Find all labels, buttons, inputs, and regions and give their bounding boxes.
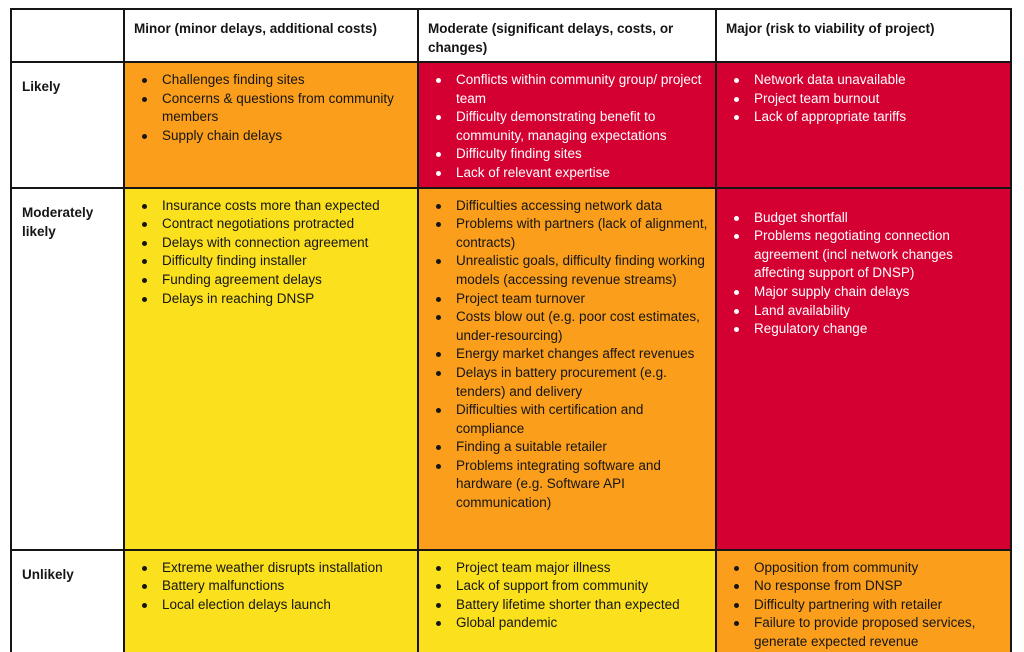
cell-unlikely-moderate: Project team major illness Lack of suppor… bbox=[417, 548, 717, 652]
risk-item: Delays in battery procurement (e.g. tend… bbox=[419, 364, 709, 401]
risk-list-moderately-likely-major: Budget shortfall Problems negotiating con… bbox=[717, 209, 1004, 339]
risk-item: Delays in reaching DNSP bbox=[125, 290, 411, 309]
cell-moderately-likely-major: Budget shortfall Problems negotiating con… bbox=[715, 186, 1012, 551]
risk-item: Finding a suitable retailer bbox=[419, 438, 709, 457]
risk-item: Difficulty finding sites bbox=[419, 145, 709, 164]
risk-list-likely-moderate: Conflicts within community group/ projec… bbox=[419, 71, 709, 183]
column-header-minor: Minor (minor delays, additional costs) bbox=[123, 8, 419, 63]
risk-item: Supply chain delays bbox=[125, 127, 411, 146]
row-moderately-likely: Moderately likely Insurance costs more t… bbox=[10, 186, 1012, 551]
row-header-likely: Likely bbox=[10, 61, 125, 189]
row-header-unlikely: Unlikely bbox=[10, 548, 125, 652]
risk-item: Global pandemic bbox=[419, 614, 709, 633]
risk-item: Regulatory change bbox=[717, 320, 1004, 339]
row-likely: Likely Challenges finding sites Concerns … bbox=[10, 61, 1012, 189]
cell-moderately-likely-minor: Insurance costs more than expected Contra… bbox=[123, 186, 419, 551]
risk-item: Problems integrating software and hardwa… bbox=[419, 457, 709, 513]
risk-matrix-container: Minor (minor delays, additional costs) M… bbox=[10, 8, 1012, 652]
risk-item: Project team turnover bbox=[419, 290, 709, 309]
corner-cell bbox=[10, 8, 125, 63]
risk-item: Lack of appropriate tariffs bbox=[717, 108, 1004, 127]
risk-item: Network data unavailable bbox=[717, 71, 1004, 90]
risk-item: Difficulty demonstrating benefit to comm… bbox=[419, 108, 709, 145]
risk-item: Major supply chain delays bbox=[717, 283, 1004, 302]
risk-item: Difficulties accessing network data bbox=[419, 197, 709, 216]
risk-item: Lack of relevant expertise bbox=[419, 164, 709, 183]
risk-item: Land availability bbox=[717, 302, 1004, 321]
risk-item: Project team major illness bbox=[419, 559, 709, 578]
risk-item: Difficulty partnering with retailer bbox=[717, 596, 1004, 615]
risk-item: Energy market changes affect revenues bbox=[419, 345, 709, 364]
risk-item: Failure to provide proposed services, ge… bbox=[717, 614, 1004, 651]
risk-list-likely-major: Network data unavailable Project team bur… bbox=[717, 71, 1004, 127]
cell-likely-major: Network data unavailable Project team bur… bbox=[715, 61, 1012, 189]
risk-item: Unrealistic goals, difficulty finding wo… bbox=[419, 252, 709, 289]
risk-list-likely-minor: Challenges finding sites Concerns & quest… bbox=[125, 71, 411, 145]
risk-item: Funding agreement delays bbox=[125, 271, 411, 290]
risk-item: Extreme weather disrupts installation bbox=[125, 559, 411, 578]
risk-item: Budget shortfall bbox=[717, 209, 1004, 228]
risk-list-unlikely-moderate: Project team major illness Lack of suppor… bbox=[419, 559, 709, 633]
risk-item: Conflicts within community group/ projec… bbox=[419, 71, 709, 108]
cell-moderately-likely-moderate: Difficulties accessing network data Probl… bbox=[417, 186, 717, 551]
header-row: Minor (minor delays, additional costs) M… bbox=[10, 8, 1012, 63]
cell-unlikely-major: Opposition from community No response fro… bbox=[715, 548, 1012, 652]
risk-item: Problems with partners (lack of alignmen… bbox=[419, 215, 709, 252]
risk-item: No response from DNSP bbox=[717, 577, 1004, 596]
risk-item: Delays with connection agreement bbox=[125, 234, 411, 253]
risk-matrix-table: Minor (minor delays, additional costs) M… bbox=[10, 8, 1012, 652]
column-header-major: Major (risk to viability of project) bbox=[715, 8, 1012, 63]
risk-item: Contract negotiations protracted bbox=[125, 215, 411, 234]
risk-item: Local election delays launch bbox=[125, 596, 411, 615]
risk-item: Costs blow out (e.g. poor cost estimates… bbox=[419, 308, 709, 345]
risk-item: Challenges finding sites bbox=[125, 71, 411, 90]
risk-item: Opposition from community bbox=[717, 559, 1004, 578]
risk-item: Battery lifetime shorter than expected bbox=[419, 596, 709, 615]
risk-item: Concerns & questions from community memb… bbox=[125, 90, 411, 127]
risk-item: Project team burnout bbox=[717, 90, 1004, 109]
cell-likely-minor: Challenges finding sites Concerns & quest… bbox=[123, 61, 419, 189]
row-unlikely: Unlikely Extreme weather disrupts instal… bbox=[10, 548, 1012, 652]
row-header-moderately-likely: Moderately likely bbox=[10, 186, 125, 551]
cell-unlikely-minor: Extreme weather disrupts installation Bat… bbox=[123, 548, 419, 652]
column-header-moderate: Moderate (significant delays, costs, or … bbox=[417, 8, 717, 63]
risk-item: Difficulty finding installer bbox=[125, 252, 411, 271]
risk-list-unlikely-minor: Extreme weather disrupts installation Bat… bbox=[125, 559, 411, 615]
risk-item: Problems negotiating connection agreemen… bbox=[717, 227, 1004, 283]
risk-list-moderately-likely-moderate: Difficulties accessing network data Probl… bbox=[419, 197, 709, 513]
risk-item: Battery malfunctions bbox=[125, 577, 411, 596]
risk-list-moderately-likely-minor: Insurance costs more than expected Contra… bbox=[125, 197, 411, 309]
risk-item: Lack of support from community bbox=[419, 577, 709, 596]
risk-item: Difficulties with certification and comp… bbox=[419, 401, 709, 438]
risk-item: Insurance costs more than expected bbox=[125, 197, 411, 216]
risk-list-unlikely-major: Opposition from community No response fro… bbox=[717, 559, 1004, 652]
cell-likely-moderate: Conflicts within community group/ projec… bbox=[417, 61, 717, 189]
